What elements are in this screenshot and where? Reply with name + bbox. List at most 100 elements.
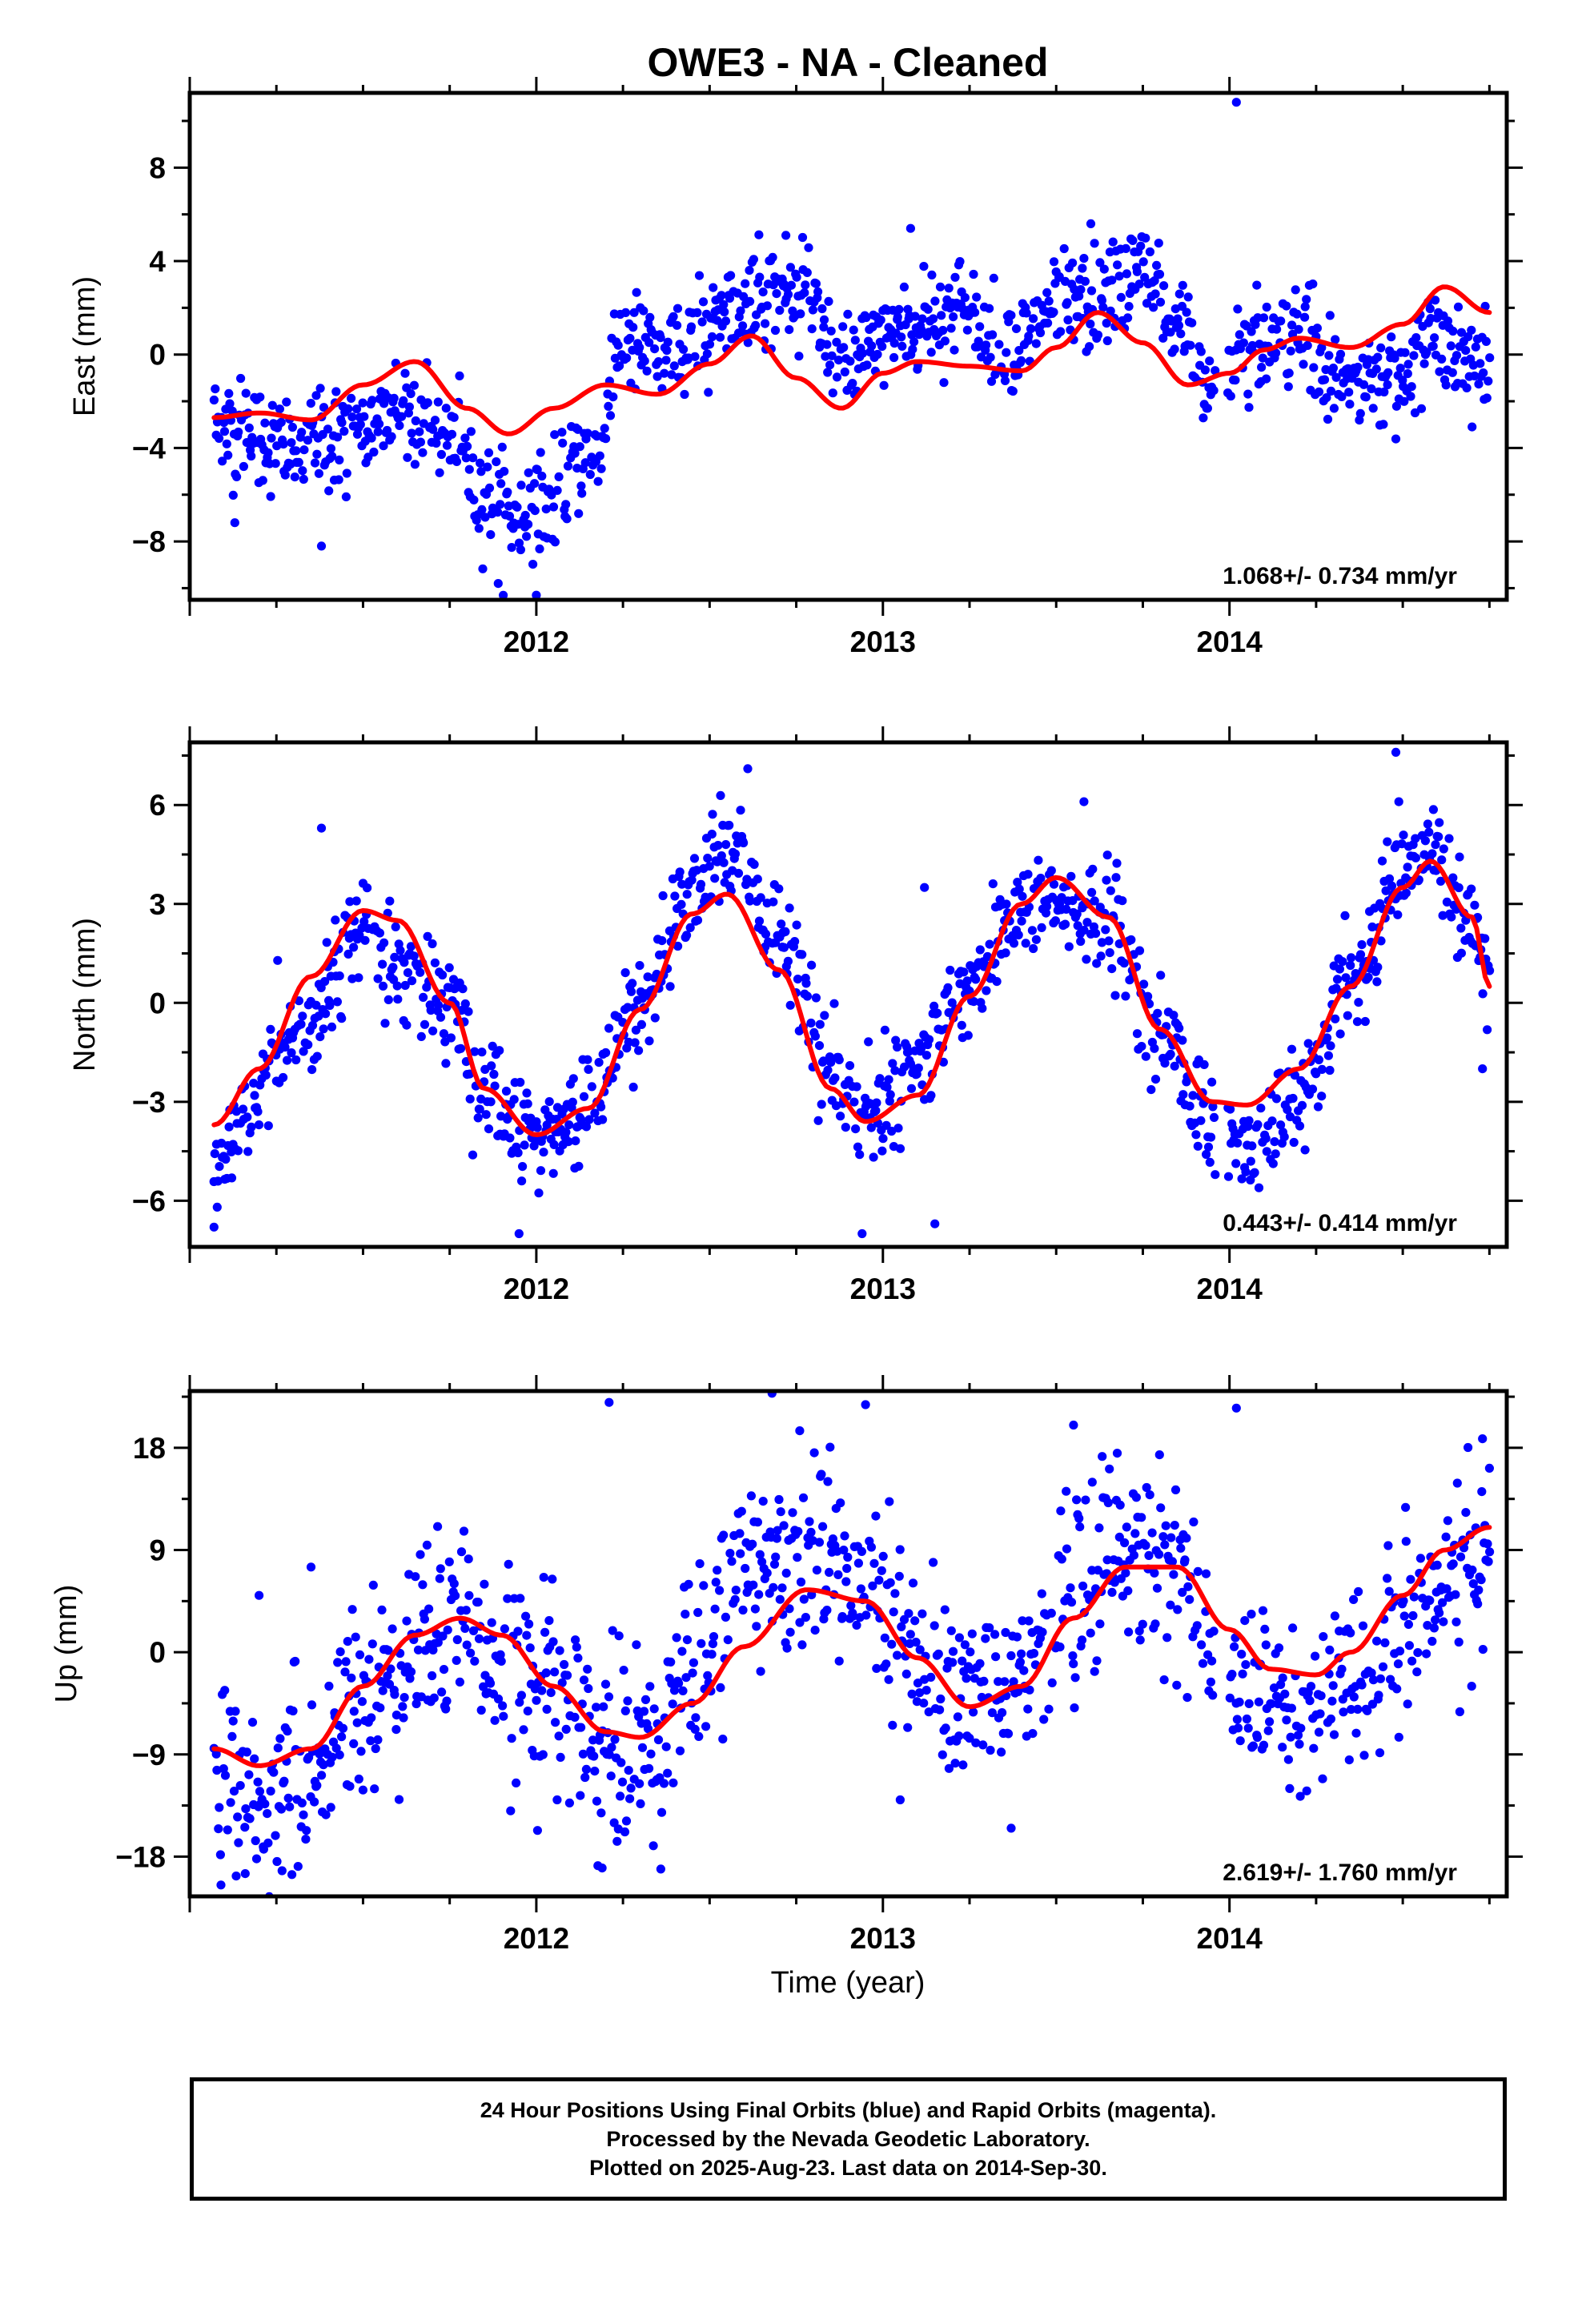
data-point (677, 1647, 687, 1656)
data-point (1239, 338, 1248, 348)
data-point (674, 1679, 684, 1688)
data-point (1453, 302, 1464, 312)
data-point (673, 941, 683, 951)
data-point (477, 1047, 487, 1057)
data-point (708, 1639, 718, 1649)
data-point (878, 1551, 888, 1561)
data-point (435, 468, 444, 477)
data-point (388, 963, 398, 972)
y-axis-label: East (mm) (68, 276, 102, 416)
data-point (1335, 1029, 1345, 1039)
data-point (1408, 1610, 1418, 1621)
data-point (532, 1695, 541, 1705)
data-point (877, 342, 887, 352)
data-point (550, 537, 560, 547)
data-point (829, 999, 839, 1008)
data-point (441, 404, 451, 413)
data-point (749, 255, 759, 264)
data-point (1337, 392, 1347, 401)
data-point (1123, 313, 1133, 323)
data-point (707, 332, 717, 342)
data-point (882, 1083, 892, 1092)
data-point (785, 263, 796, 272)
data-point (1279, 1132, 1289, 1142)
data-point (969, 269, 978, 279)
data-point (1029, 943, 1038, 954)
data-point (428, 939, 437, 949)
data-point (382, 425, 392, 436)
data-point (907, 1689, 917, 1699)
data-point (946, 1626, 956, 1635)
data-point (694, 271, 705, 280)
data-point (1182, 308, 1191, 317)
y-tick-label: 18 (133, 1432, 166, 1465)
data-point (625, 333, 635, 344)
data-point (260, 1799, 270, 1809)
footer-line-2: Processed by the Nevada Geodetic Laborat… (606, 2127, 1090, 2151)
data-point (515, 1698, 524, 1707)
data-point (1198, 1659, 1208, 1668)
data-point (607, 1743, 616, 1752)
data-point (1150, 1619, 1160, 1629)
data-point (711, 1578, 721, 1587)
data-point (982, 986, 991, 995)
data-point (1182, 1693, 1192, 1703)
data-point (1090, 896, 1099, 906)
data-point (806, 1018, 816, 1028)
data-point (492, 457, 501, 467)
data-point (853, 1142, 863, 1152)
data-point (1254, 1697, 1263, 1707)
data-point (1188, 1091, 1198, 1100)
data-point (972, 292, 982, 302)
data-point (455, 371, 464, 380)
data-point (593, 476, 603, 486)
data-point (557, 428, 567, 437)
data-point (649, 1704, 659, 1714)
data-point (1283, 1755, 1293, 1764)
data-point (495, 1046, 504, 1055)
data-point (1009, 939, 1019, 948)
data-point (241, 388, 251, 398)
data-point (226, 1798, 235, 1807)
data-point (441, 1704, 451, 1714)
data-point (1172, 1680, 1182, 1690)
y-tick-label: 0 (149, 1636, 166, 1669)
data-point (801, 1613, 811, 1622)
data-point (215, 1162, 224, 1172)
data-point (834, 1055, 844, 1064)
data-point (391, 1711, 401, 1720)
data-point (1295, 1791, 1305, 1801)
data-point (848, 1611, 858, 1621)
data-point (1309, 363, 1319, 372)
data-point (950, 1759, 960, 1768)
data-point (500, 467, 509, 476)
y-tick-label: −18 (115, 1840, 166, 1873)
data-point (596, 1102, 606, 1112)
data-point (461, 1606, 471, 1615)
data-point (937, 311, 946, 320)
data-point (1393, 1659, 1403, 1669)
data-point (456, 1547, 467, 1557)
data-point (1346, 1628, 1355, 1638)
data-point (777, 1583, 787, 1593)
data-point (903, 1723, 913, 1732)
data-point (517, 1176, 527, 1186)
data-point (799, 1594, 809, 1604)
data-point (409, 951, 419, 961)
data-point (819, 315, 829, 324)
data-point (532, 590, 541, 600)
data-point (1265, 1717, 1275, 1727)
data-point (807, 324, 817, 334)
data-point (1121, 991, 1130, 1001)
data-point (1137, 1513, 1146, 1522)
data-point (1113, 260, 1122, 270)
data-point (433, 1638, 443, 1647)
data-point (1231, 376, 1240, 385)
data-point (1367, 384, 1376, 394)
data-point (1352, 1017, 1363, 1027)
data-point (468, 453, 478, 463)
data-point (422, 1540, 432, 1550)
data-point (915, 1688, 925, 1698)
data-point (1349, 1692, 1359, 1702)
data-point (416, 1550, 425, 1559)
